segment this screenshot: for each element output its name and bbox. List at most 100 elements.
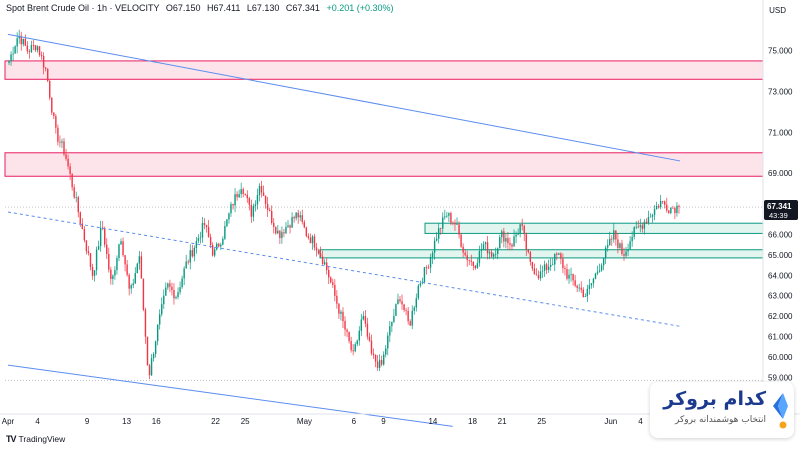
- candle-body: [446, 215, 448, 217]
- candle-body: [554, 253, 556, 265]
- change-value: +0.201 (+0.30%): [326, 3, 394, 13]
- candle-body: [295, 212, 297, 219]
- candle-body: [444, 216, 446, 218]
- symbol-legend[interactable]: Spot Brent Crude Oil · 1h · VELOCITY O67…: [6, 3, 394, 13]
- candle-body: [391, 321, 393, 327]
- candle-body: [73, 187, 75, 198]
- candle-body: [154, 341, 157, 355]
- candle-body: [509, 243, 511, 245]
- candle-body: [651, 215, 654, 217]
- candle-body: [126, 264, 128, 275]
- candle-body: [454, 222, 456, 225]
- candle-body: [364, 316, 367, 324]
- candle-body: [374, 354, 377, 362]
- candle-body: [328, 270, 330, 278]
- candle-body: [643, 221, 646, 229]
- candle-body: [435, 238, 438, 241]
- candle-body: [458, 224, 460, 235]
- candle-body: [668, 210, 670, 213]
- candle-body: [356, 340, 358, 345]
- candle-body: [205, 224, 208, 228]
- candle-body: [661, 200, 664, 202]
- x-tick-label: 18: [468, 417, 477, 426]
- candle-body: [34, 45, 37, 51]
- candle-body: [484, 242, 487, 245]
- candle-body: [224, 226, 226, 239]
- candle-body: [580, 287, 582, 290]
- candle-body: [187, 261, 189, 263]
- candle-body: [26, 45, 29, 52]
- x-tick-label: 6: [352, 417, 357, 426]
- candle-body: [71, 173, 73, 188]
- tradingview-footer[interactable]: TV TradingView: [6, 434, 65, 444]
- candle-body: [44, 67, 47, 69]
- open-value: O67.150: [165, 3, 201, 13]
- candle-body: [181, 278, 183, 288]
- currency-label[interactable]: USD: [769, 6, 786, 15]
- x-tick-label: 9: [85, 417, 90, 426]
- candle-body: [476, 263, 479, 269]
- candle-body: [130, 285, 132, 289]
- candle-body: [211, 244, 214, 256]
- candle-body: [395, 304, 397, 316]
- candle-body: [77, 197, 79, 213]
- candle-body: [486, 242, 489, 254]
- candle-body: [36, 46, 39, 51]
- candle-body: [167, 283, 169, 288]
- candle-body: [12, 53, 14, 55]
- candle-body: [411, 310, 413, 326]
- candle-body: [28, 51, 31, 52]
- candle-body: [10, 54, 12, 61]
- candle-body: [8, 60, 10, 63]
- candle-body: [503, 231, 505, 242]
- candle-body: [617, 239, 619, 248]
- candle-body: [220, 244, 222, 247]
- candle-body: [670, 207, 672, 213]
- candle-body: [136, 263, 139, 274]
- candle-body: [301, 215, 303, 223]
- y-tick-label: 66.000: [768, 230, 793, 239]
- tradingview-logo-icon: TV: [6, 434, 16, 444]
- candle-body: [592, 278, 595, 284]
- candle-body: [321, 256, 324, 265]
- candle-body: [562, 258, 564, 269]
- candle-body: [16, 38, 18, 47]
- candle-body: [32, 45, 35, 46]
- y-tick-label: 59.000: [768, 373, 793, 382]
- candle-body: [24, 38, 27, 46]
- candle-body: [615, 230, 617, 240]
- candle-body: [653, 209, 656, 216]
- demand-zone-4: [319, 249, 764, 259]
- candle-body: [409, 321, 411, 326]
- candle-body: [122, 241, 124, 256]
- candle-body: [417, 285, 420, 299]
- candle-body: [494, 253, 497, 255]
- candle-body: [474, 265, 477, 269]
- candle-body: [366, 323, 369, 337]
- candle-body: [108, 253, 110, 270]
- x-tick-label: 9: [381, 417, 386, 426]
- candle-body: [22, 38, 24, 45]
- x-tick-label: 25: [241, 417, 250, 426]
- candle-body: [362, 316, 365, 320]
- candle-body: [590, 283, 593, 286]
- candle-body: [635, 226, 637, 228]
- candle-body: [440, 228, 442, 229]
- candle-body: [427, 267, 430, 269]
- candle-body: [203, 223, 206, 225]
- candle-body: [319, 253, 322, 257]
- candle-body: [325, 262, 328, 271]
- candle-body: [413, 307, 415, 311]
- candle-body: [75, 197, 77, 198]
- zones-layer: [4, 60, 764, 259]
- candle-body: [519, 224, 521, 234]
- candle-body: [97, 246, 100, 250]
- reference-levels-layer: [5, 206, 763, 381]
- candle-body: [586, 288, 589, 297]
- candle-body: [197, 238, 200, 241]
- x-tick-label: Apr: [2, 417, 15, 426]
- x-tick-label: Jun: [604, 417, 617, 426]
- candle-body: [51, 97, 53, 113]
